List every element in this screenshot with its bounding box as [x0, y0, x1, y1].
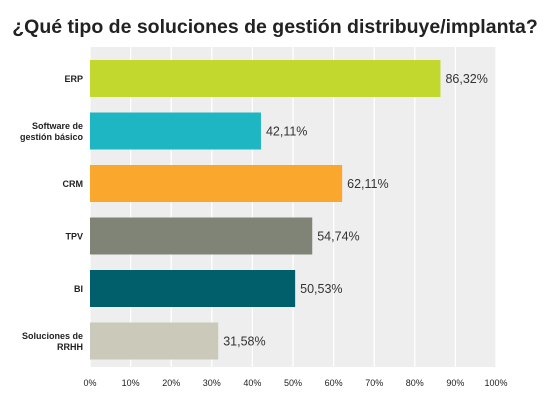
data-label: 86,32% [445, 72, 487, 86]
x-tick-label: 100% [484, 378, 507, 388]
category-label: ERP [64, 74, 83, 84]
bar [90, 322, 219, 360]
x-tick-label: 50% [284, 378, 302, 388]
x-tick-label: 40% [243, 378, 261, 388]
chart-title: ¿Qué tipo de soluciones de gestión distr… [12, 16, 538, 38]
x-tick-label: 30% [203, 378, 221, 388]
category-label: Software de gestión básico [20, 121, 84, 142]
data-label: 42,11% [266, 125, 307, 139]
x-tick-label: 10% [122, 378, 140, 388]
category-label: TPV [65, 232, 83, 242]
category-label: Soluciones de RRHH [22, 331, 83, 352]
x-tick-label: 60% [325, 378, 343, 388]
category-label: CRM [63, 179, 84, 189]
bar [90, 112, 261, 150]
category-label: BI [74, 284, 83, 294]
x-tick-label: 70% [365, 378, 383, 388]
x-tick-label: 20% [162, 378, 180, 388]
x-tick-label: 80% [406, 378, 424, 388]
x-tick-label: 0% [83, 378, 96, 388]
data-label: 50,53% [300, 282, 342, 296]
data-label: 31,58% [223, 335, 265, 349]
data-label: 54,74% [317, 230, 359, 244]
data-label: 62,11% [347, 177, 388, 191]
bar [90, 60, 441, 97]
bar [90, 217, 313, 255]
x-tick-label: 90% [446, 378, 464, 388]
bar [90, 165, 343, 202]
bar [90, 270, 296, 307]
